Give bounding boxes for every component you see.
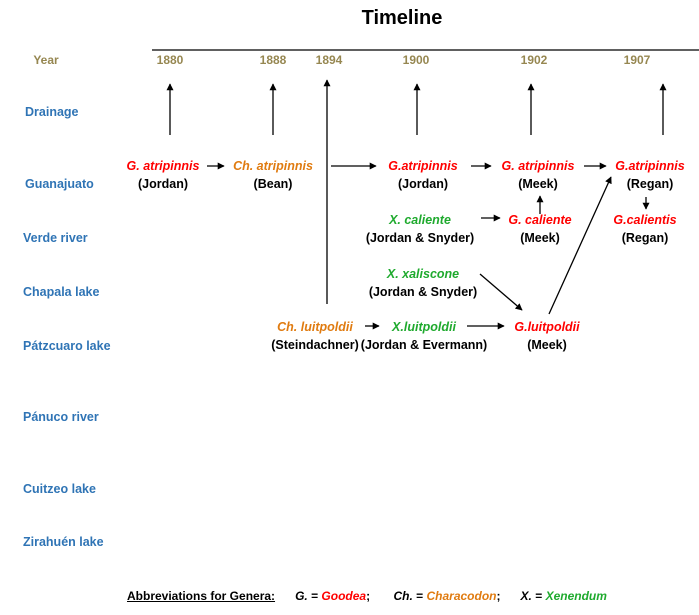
location-cuitzeo-lake: Cuitzeo lake	[23, 482, 96, 496]
location-guanajuato: Guanajuato	[25, 177, 94, 191]
species-author: (Jordan)	[138, 177, 188, 191]
species-name: X.luitpoldii	[392, 320, 456, 334]
year-1888: 1888	[259, 53, 287, 67]
species-name: G.atripinnis	[388, 159, 458, 173]
species-name: X. xaliscone	[386, 267, 460, 281]
species-author: (Bean)	[253, 177, 293, 191]
year-1894: 1894	[315, 53, 343, 67]
legend-characodon-name: Characodon	[426, 589, 497, 603]
species-author: (Meek)	[520, 231, 560, 245]
species-author: (Jordan & Snyder)	[368, 285, 478, 299]
year-1880: 1880	[156, 53, 184, 67]
species-author: (Steindachner)	[271, 338, 359, 352]
species-node: X. caliente (Jordan & Snyder)	[366, 211, 474, 247]
legend-xenendum-name: Xenendum	[545, 589, 607, 603]
legend-characodon-eq: =	[412, 589, 427, 603]
species-name: X. caliente	[389, 213, 451, 227]
species-node: X.luitpoldii (Jordan & Evermann)	[361, 318, 487, 354]
species-author: (Meek)	[518, 177, 558, 191]
species-author: (Regan)	[621, 231, 669, 245]
legend-xenendum-eq: =	[531, 589, 546, 603]
page-title: Timeline	[361, 7, 443, 29]
species-node: Ch. atripinnis (Bean)	[233, 157, 313, 193]
arrow-n12-n5	[548, 176, 612, 315]
species-node: G. atripinnis (Jordan)	[127, 157, 200, 193]
location-verde-river: Verde river	[23, 231, 88, 245]
species-author: (Meek)	[527, 338, 567, 352]
species-name: Ch. atripinnis	[233, 159, 313, 173]
legend-xenendum-abbr: X.	[520, 589, 532, 603]
location-drainage: Drainage	[25, 105, 79, 119]
species-node: G.luitpoldii (Meek)	[514, 318, 579, 354]
genus-legend: Abbreviations for Genera: G. = Goodea; C…	[127, 589, 607, 603]
legend-sep: ;	[496, 589, 501, 603]
year-1900: 1900	[402, 53, 430, 67]
year-header-label: Year	[33, 53, 59, 67]
year-1907: 1907	[623, 53, 651, 67]
species-node: G.atripinnis (Jordan)	[388, 157, 457, 193]
species-node: G.atripinnis (Regan)	[615, 157, 684, 193]
species-node: G.calientis (Regan)	[613, 211, 676, 247]
legend-goodea-eq: =	[307, 589, 322, 603]
location-zirahuen-lake: Zirahuén lake	[23, 535, 104, 549]
legend-sep: ;	[366, 589, 371, 603]
species-name: G. caliente	[508, 213, 572, 227]
species-name: G. atripinnis	[501, 159, 575, 173]
species-author: (Jordan)	[397, 177, 448, 191]
species-name: Ch. luitpoldii	[277, 320, 353, 334]
species-name: G.atripinnis	[615, 159, 685, 173]
species-author: (Regan)	[626, 177, 674, 191]
legend-spacer	[504, 589, 517, 603]
legend-goodea-name: Goodea	[321, 589, 367, 603]
year-1902: 1902	[520, 53, 548, 67]
arrow-n9-n12	[479, 273, 523, 311]
species-author: (Jordan & Snyder)	[365, 231, 475, 245]
location-chapala-lake: Chapala lake	[23, 285, 100, 299]
species-node: G. caliente (Meek)	[508, 211, 571, 247]
species-node: G. atripinnis (Meek)	[502, 157, 575, 193]
location-panuco-river: Pánuco river	[23, 410, 99, 424]
species-name: G.calientis	[613, 213, 677, 227]
species-author: (Jordan & Evermann)	[360, 338, 488, 352]
legend-spacer	[373, 589, 390, 603]
legend-spacer	[278, 589, 291, 603]
species-node: X. xaliscone (Jordan & Snyder)	[369, 265, 477, 301]
legend-characodon-abbr: Ch.	[393, 589, 413, 603]
legend-label: Abbreviations for Genera:	[127, 589, 276, 603]
legend-goodea-abbr: G.	[295, 589, 308, 603]
species-name: G. atripinnis	[126, 159, 200, 173]
species-node: Ch. luitpoldii (Steindachner)	[271, 318, 359, 354]
location-patzcuaro-lake: Pátzcuaro lake	[23, 339, 111, 353]
species-name: G.luitpoldii	[514, 320, 580, 334]
